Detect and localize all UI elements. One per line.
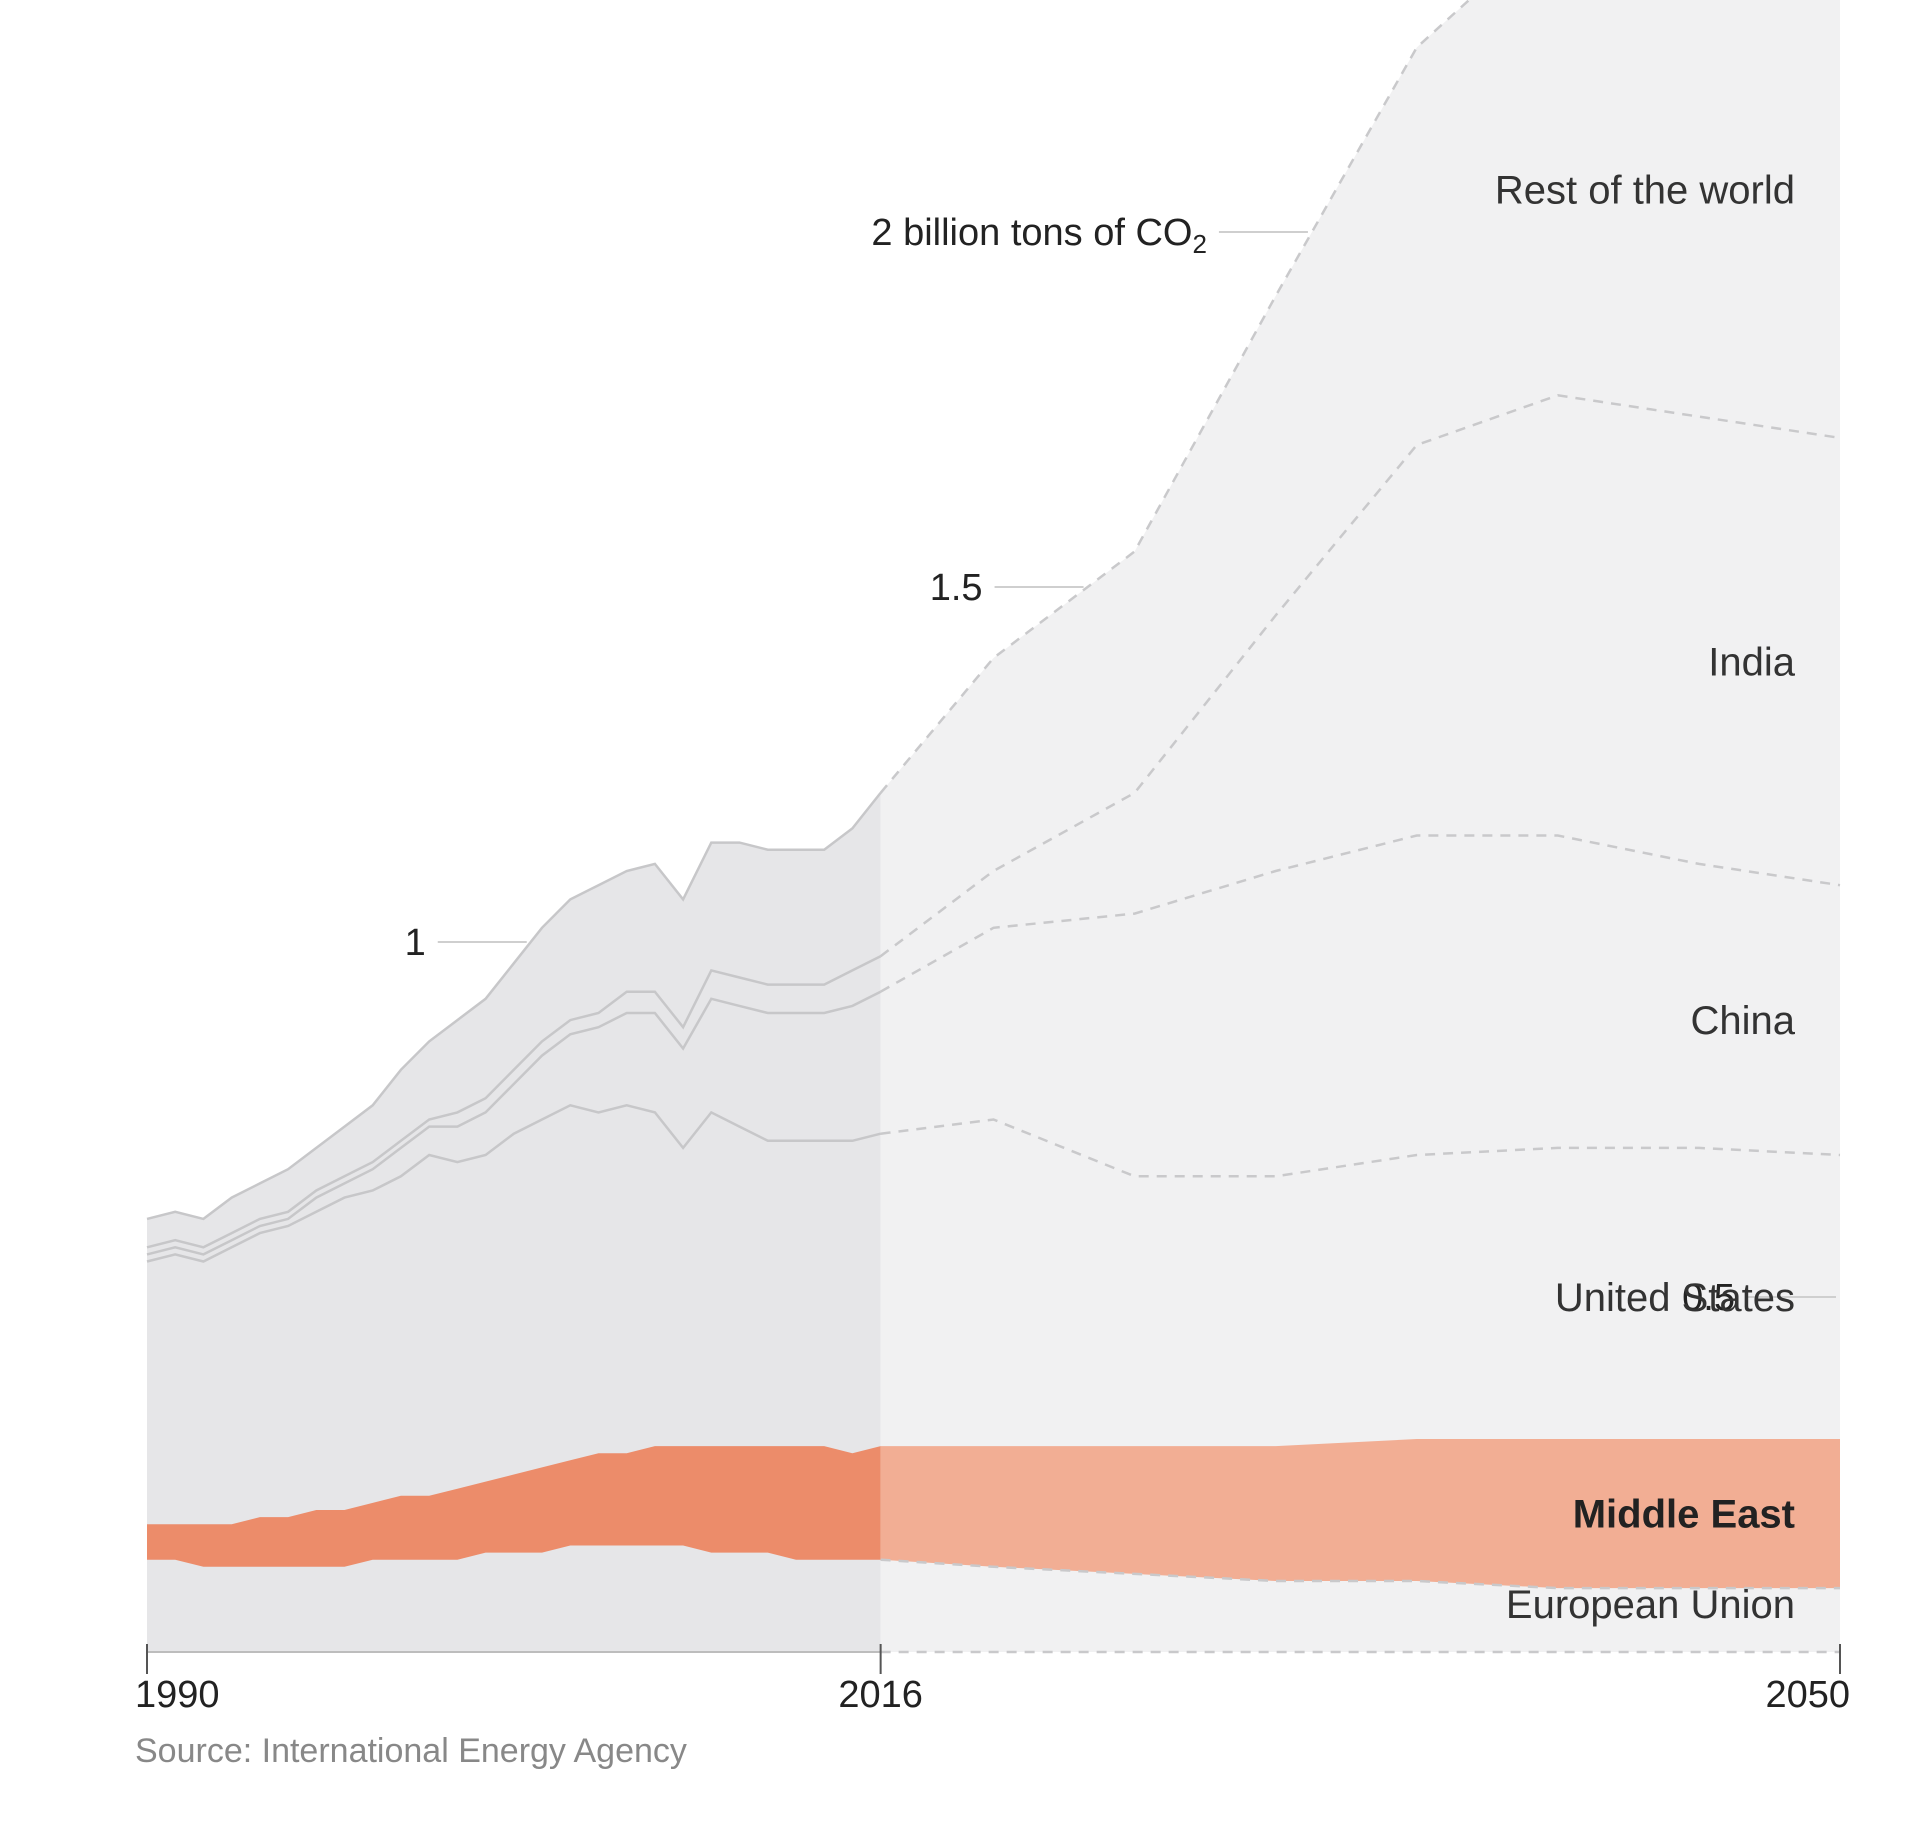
- source-note: Source: International Energy Agency: [135, 1732, 687, 1770]
- series-label-china: China: [1690, 999, 1795, 1043]
- y-tick-label-0.5: 0.5: [1682, 1277, 1735, 1319]
- series-label-middle-east: Middle East: [1573, 1493, 1795, 1537]
- projection-line-european-union: [880, 1558, 1840, 1590]
- series-labels: European Union Middle East United States Ch…: [1495, 168, 1796, 1627]
- boundary-line-india: [146, 955, 882, 1249]
- series-label-united-states: United States: [1555, 1276, 1795, 1320]
- area-layers: [147, 0, 1840, 1652]
- y-tick-subscript: 2: [1192, 229, 1206, 259]
- boundary-line-united-states: [146, 1103, 881, 1263]
- middle-east-band-projection: [880, 1439, 1840, 1589]
- x-tick-label-2050: 2050: [1765, 1674, 1850, 1716]
- projection-line-china: [879, 834, 1841, 993]
- x-axis: 1990 2016 2050: [135, 1644, 1850, 1716]
- y-tick-label-2: 2 billion tons of CO2: [871, 212, 1207, 259]
- y-tick-label-1: 1: [405, 922, 426, 964]
- boundary-lines: [146, 0, 1841, 1654]
- projection-area: [880, 0, 1840, 1652]
- y-tick-label-1.5: 1.5: [930, 567, 983, 609]
- projection-line-india: [879, 394, 1841, 958]
- projection-line-rest-of-the-world: [879, 0, 1471, 794]
- series-label-india: India: [1708, 641, 1795, 685]
- y-tick-labels: 0.5 1 1.5 2 billion tons of CO2: [405, 212, 1836, 1319]
- series-label-rest-of-the-world: Rest of the world: [1495, 168, 1795, 212]
- historical-area: [147, 792, 881, 1652]
- boundary-line-china: [146, 990, 882, 1256]
- x-tick-label-2016: 2016: [838, 1674, 923, 1716]
- middle-east-band-historical: [147, 1446, 881, 1567]
- boundary-line-rest-of-the-world: [146, 792, 882, 1221]
- x-tick-label-1990: 1990: [135, 1674, 220, 1716]
- series-label-european-union: European Union: [1506, 1583, 1795, 1627]
